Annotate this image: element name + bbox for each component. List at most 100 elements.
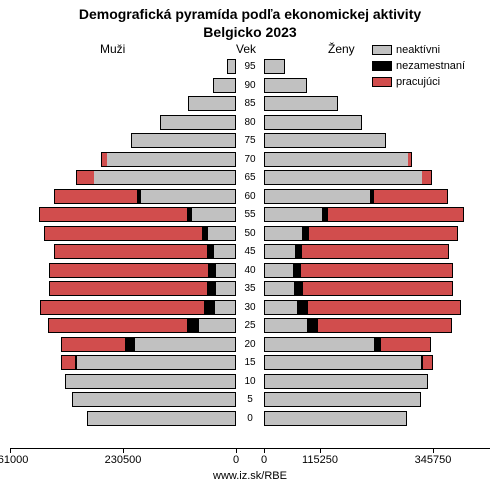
age-label: 55 [236,209,264,220]
seg-working [328,208,463,221]
seg-working [408,153,410,166]
seg-working [423,356,432,369]
seg-working [302,245,448,258]
x-tick [236,448,237,453]
bar-men [61,355,236,370]
seg-working [55,245,207,258]
bar-women [264,115,362,130]
age-label: 95 [236,61,264,72]
x-tick [320,448,321,453]
seg-inactive [161,116,235,129]
bar-women [264,374,428,389]
bar-men [76,170,236,185]
bar-women [264,300,461,315]
seg-inactive [265,319,307,332]
bar-men [39,207,236,222]
age-label: 85 [236,98,264,109]
seg-inactive [88,412,235,425]
seg-working [301,264,452,277]
seg-inactive [265,190,370,203]
seg-working [381,338,430,351]
seg-inactive [107,153,235,166]
seg-working [422,171,431,184]
seg-working [41,301,204,314]
x-tick-label: 115250 [302,454,338,466]
seg-working [308,301,460,314]
age-label: 65 [236,172,264,183]
seg-inactive [265,412,406,425]
pyramid-row: 0 [10,410,490,429]
bar-women [264,133,386,148]
age-label: 30 [236,302,264,313]
age-label: 70 [236,154,264,165]
seg-unemployed [207,245,214,258]
bar-women [264,170,432,185]
seg-unemployed [374,338,381,351]
seg-working [40,208,187,221]
age-label: 50 [236,228,264,239]
seg-inactive [216,282,235,295]
legend-swatch [372,45,392,55]
seg-unemployed [207,282,217,295]
label-men: Muži [100,42,125,56]
pyramid-row: 85 [10,95,490,114]
seg-inactive [265,245,295,258]
pyramid-row: 75 [10,132,490,151]
seg-inactive [135,338,235,351]
bar-women [264,281,453,296]
seg-working [309,227,457,240]
pyramid-row: 45 [10,243,490,262]
label-age-axis: Vek [236,42,256,56]
seg-inactive [94,171,235,184]
pyramid-row: 95 [10,58,490,77]
bar-women [264,226,458,241]
bar-men [72,392,236,407]
bar-men [101,152,236,167]
seg-inactive [265,338,374,351]
pyramid-row: 25 [10,317,490,336]
source-url: www.iz.sk/RBE [0,470,500,482]
chart-title-main: Demografická pyramída podľa ekonomickej … [0,6,500,22]
x-tick [433,448,434,453]
pyramid-row: 15 [10,354,490,373]
seg-working [374,190,447,203]
seg-inactive [265,208,322,221]
pyramid-row: 90 [10,77,490,96]
seg-inactive [265,171,422,184]
pyramid-row: 55 [10,206,490,225]
seg-unemployed [297,301,308,314]
bar-men [40,300,236,315]
bar-men [213,78,236,93]
seg-inactive [265,282,294,295]
seg-unemployed [307,319,318,332]
seg-unemployed [187,319,199,332]
seg-inactive [199,319,235,332]
bar-men [131,133,236,148]
bar-women [264,263,453,278]
pyramid-row: 50 [10,225,490,244]
x-tick-label: 230500 [105,454,142,466]
seg-inactive [66,375,235,388]
bar-men [227,59,236,74]
age-label: 5 [236,394,264,405]
seg-inactive [216,264,235,277]
seg-unemployed [125,338,135,351]
age-label: 0 [236,413,264,424]
seg-inactive [215,301,235,314]
seg-unemployed [208,264,216,277]
seg-inactive [265,79,306,92]
bar-men [44,226,236,241]
pyramid-row: 20 [10,336,490,355]
axis-line [10,448,490,449]
seg-unemployed [294,282,303,295]
bar-women [264,152,412,167]
seg-inactive [265,60,284,73]
bar-women [264,59,285,74]
bar-women [264,337,431,352]
pyramid-row: 30 [10,299,490,318]
chart-container: Demografická pyramída podľa ekonomickej … [0,0,500,500]
chart-title-sub: Belgicko 2023 [0,24,500,40]
bar-women [264,96,338,111]
seg-inactive [132,134,235,147]
age-label: 75 [236,135,264,146]
